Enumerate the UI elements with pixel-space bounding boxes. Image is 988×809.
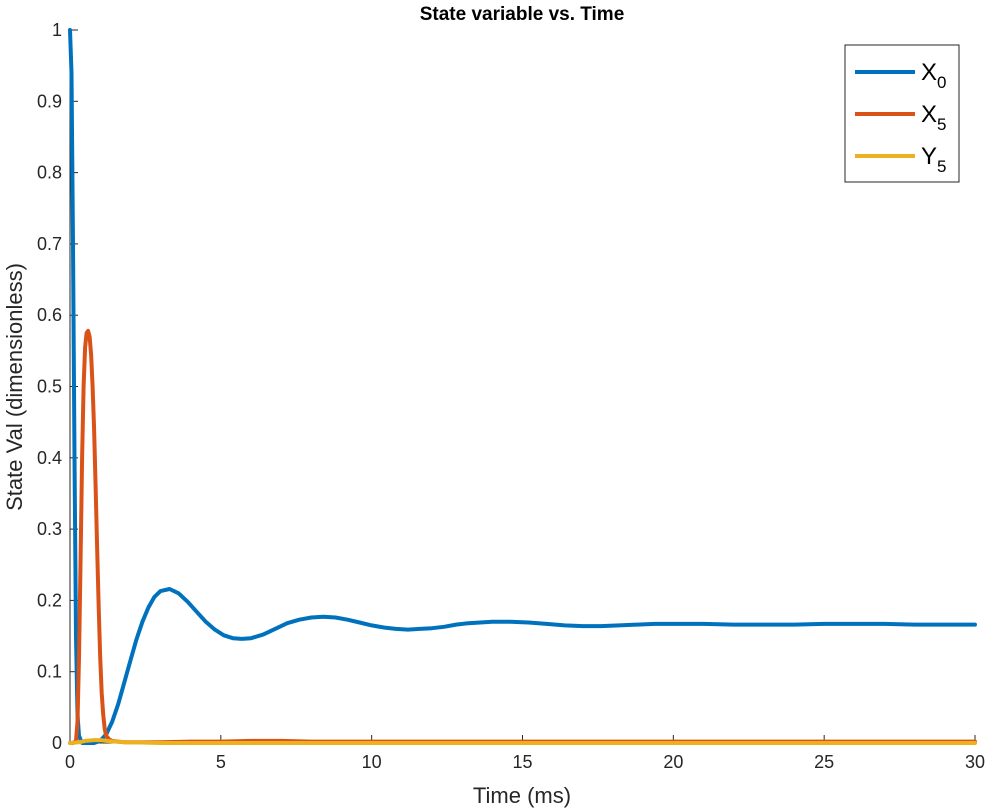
x-tick-label: 5 (216, 752, 226, 772)
y-tick-label: 0.3 (37, 519, 62, 539)
x-axis-title: Time (ms) (473, 783, 571, 808)
legend-label-subscript: 0 (937, 73, 946, 92)
legend-label-subscript: 5 (937, 157, 946, 176)
legend-label-subscript: 5 (937, 115, 946, 134)
y-tick-label: 0 (52, 733, 62, 753)
x-tick-label: 0 (65, 752, 75, 772)
y-tick-label: 0.8 (37, 163, 62, 183)
legend-label-main: Y (921, 143, 937, 170)
plot-area (69, 30, 975, 744)
legend-label-main: X (921, 101, 937, 128)
legend-label-main: X (921, 59, 937, 86)
plot-background (70, 30, 975, 743)
series-line-y5 (68, 738, 977, 745)
x-tick-label: 25 (814, 752, 834, 772)
legend-label: Y5 (921, 143, 946, 176)
chart-title: State variable vs. Time (420, 4, 625, 25)
y-tick-label: 0.1 (37, 662, 62, 682)
legend-label: X0 (921, 59, 946, 92)
y-axis-title: State Val (dimensionless) (2, 263, 27, 511)
x-tick-label: 30 (965, 752, 985, 772)
x-axis: 0 5 10 15 20 25 30 (65, 735, 985, 772)
y-tick-label: 0.5 (37, 377, 62, 397)
y-tick-label: 0.6 (37, 305, 62, 325)
series-line-x0 (68, 28, 977, 745)
y-tick-label: 0.7 (37, 234, 62, 254)
y-tick-label: 0.4 (37, 448, 62, 468)
y-tick-label: 0.2 (37, 590, 62, 610)
series-layer (68, 28, 977, 745)
x-tick-label: 10 (362, 752, 382, 772)
y-tick-label: 0.9 (37, 91, 62, 111)
x-tick-label: 20 (663, 752, 683, 772)
legend-label: X5 (921, 101, 946, 134)
x-tick-label: 15 (512, 752, 532, 772)
y-tick-label: 1 (52, 20, 62, 40)
